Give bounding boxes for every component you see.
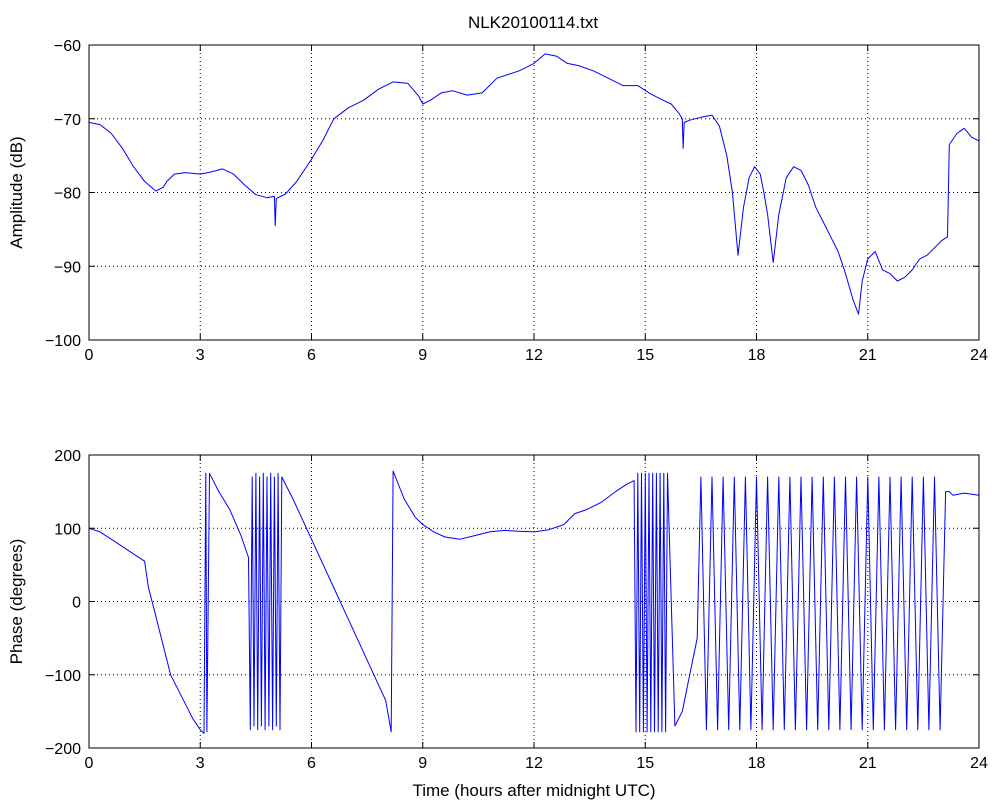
amplitude-x-tick-label: 3 [196,347,205,364]
phase-y-tick-label: −100 [45,668,81,685]
phase-axes: 0 3 6 9 12 15 18 21 24 −200 −100 0 100 200 Phase (degr… [7,448,988,800]
phase-y-axis-label: Phase (degrees) [7,539,26,665]
amplitude-y-tick-label: −90 [54,259,81,276]
amplitude-x-tick-label: 21 [859,347,877,364]
phase-x-tick-label: 18 [748,755,766,772]
amplitude-y-tick-label: −80 [54,186,81,203]
amplitude-axes: 0 3 6 9 12 15 18 21 24 −100 −90 −80 −70 −60 Amplitude … [7,38,988,364]
phase-series-line [88,470,980,734]
amplitude-x-tick-label: 0 [85,347,94,364]
phase-x-tick-label: 24 [970,755,988,772]
phase-x-tick-label: 15 [636,755,654,772]
phase-x-tick-label: 0 [85,755,94,772]
phase-y-tick-label: 200 [54,448,81,465]
phase-y-tick-label: 100 [54,521,81,538]
phase-x-tick-label: 6 [307,755,316,772]
amplitude-x-tick-label: 9 [418,347,427,364]
phase-x-tick-label: 21 [859,755,877,772]
amplitude-x-tick-label: 24 [970,347,988,364]
amplitude-x-tick-label: 15 [636,347,654,364]
figure-title: NLK20100114.txt [468,13,598,32]
phase-x-axis-label: Time (hours after midnight UTC) [412,781,655,800]
amplitude-y-tick-label: −60 [54,38,81,55]
amplitude-y-tick-label: −100 [45,333,81,350]
amplitude-x-tick-label: 18 [748,347,766,364]
amplitude-series-line [88,53,980,315]
phase-x-tick-label: 12 [525,755,543,772]
amplitude-y-tick-label: −70 [54,112,81,129]
amplitude-y-axis-label: Amplitude (dB) [7,136,26,248]
phase-y-tick-label: 0 [72,595,81,612]
phase-y-tick-label: −200 [45,741,81,758]
amplitude-x-tick-label: 6 [307,347,316,364]
phase-x-tick-label: 9 [418,755,427,772]
phase-x-tick-label: 3 [196,755,205,772]
amplitude-x-tick-label: 12 [525,347,543,364]
